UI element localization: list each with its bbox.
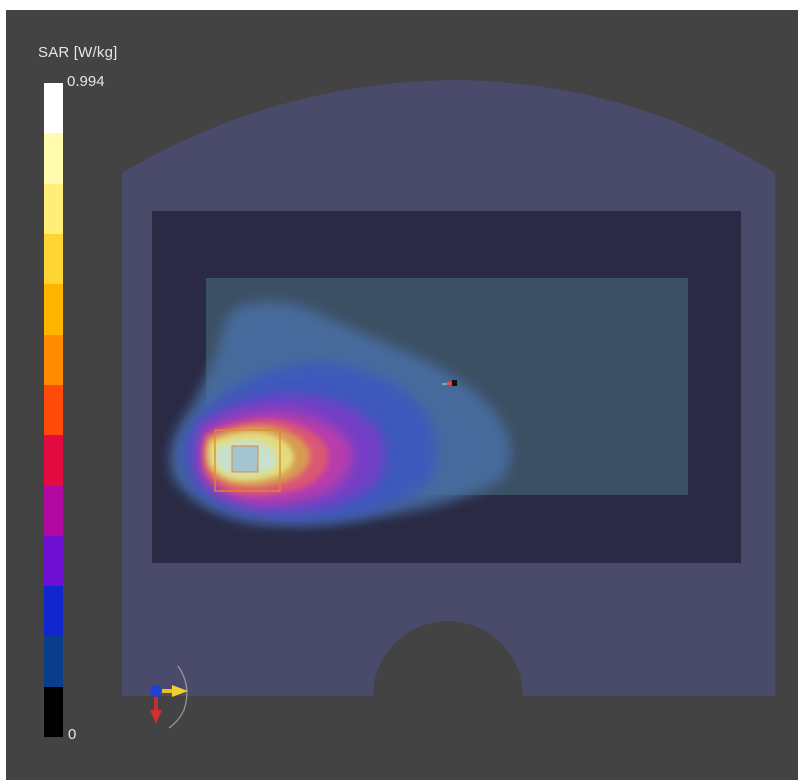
colorbar [44, 83, 63, 738]
colorbar-swatch-4 [44, 284, 63, 335]
colorbar-swatch-9 [44, 535, 63, 587]
rotation-arc [168, 665, 188, 729]
legend-title: SAR [W/kg] [38, 44, 118, 61]
colorbar-swatch-1 [44, 133, 63, 184]
source-marker [442, 380, 457, 386]
colorbar-swatch-2 [44, 183, 63, 234]
legend-max-label: 0.994 [67, 73, 105, 90]
probe-inner-square [231, 445, 259, 473]
probe-outline [214, 429, 281, 492]
colorbar-swatch-5 [44, 334, 63, 385]
sar-viewport[interactable]: SAR [W/kg] 0.994 0 [6, 10, 798, 780]
colorbar-swatch-8 [44, 485, 63, 536]
colorbar-swatch-3 [44, 233, 63, 285]
sar-scene [122, 80, 775, 729]
colorbar-swatch-6 [44, 384, 63, 436]
colorbar-swatch-12 [44, 686, 63, 738]
colorbar-swatch-10 [44, 586, 63, 637]
legend-min-label: 0 [68, 726, 77, 743]
colorbar-swatch-7 [44, 435, 63, 486]
colorbar-swatch-0 [44, 83, 63, 134]
colorbar-swatch-11 [44, 636, 63, 687]
axis-triad[interactable] [150, 665, 188, 729]
